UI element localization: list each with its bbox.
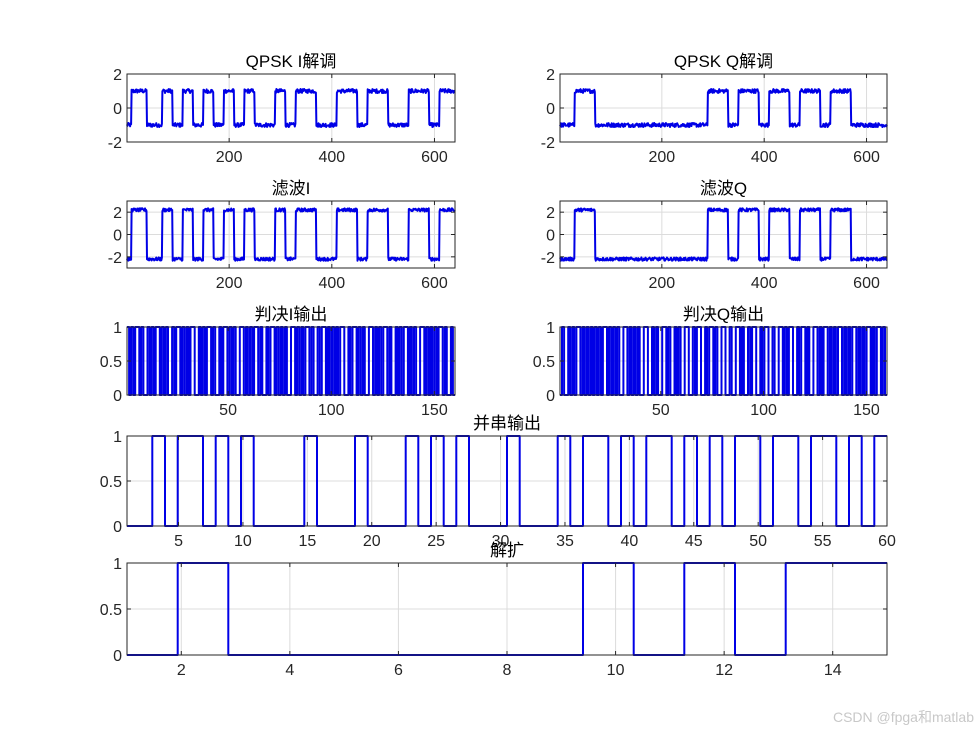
y-tick-label: 2 [546, 205, 555, 222]
x-tick-label: 45 [685, 533, 703, 550]
x-tick-label: 150 [421, 402, 448, 419]
x-tick-label: 150 [853, 402, 880, 419]
x-tick-label: 200 [648, 149, 675, 166]
x-tick-label: 200 [648, 275, 675, 292]
y-tick-label: 0 [546, 228, 555, 245]
x-tick-label: 200 [216, 149, 243, 166]
y-tick-label: -2 [541, 250, 555, 267]
x-tick-label: 6 [394, 662, 403, 679]
x-tick-label: 400 [751, 149, 778, 166]
y-tick-label: 0 [546, 101, 555, 118]
y-tick-label: 0 [113, 519, 122, 536]
y-tick-label: 0.5 [533, 354, 555, 371]
series-line [559, 207, 888, 262]
y-tick-label: 0 [546, 388, 555, 405]
x-tick-label: 8 [503, 662, 512, 679]
x-tick-label: 14 [824, 662, 842, 679]
x-tick-label: 30 [492, 533, 510, 550]
chart-3: 200 400 600 -2 0 2 滤波I [108, 179, 456, 292]
watermark: CSDN @fpga和matlab [832, 709, 974, 725]
y-tick-label: -2 [108, 250, 122, 267]
y-tick-label: 0 [113, 388, 122, 405]
x-tick-label: 100 [318, 402, 345, 419]
chart-title: 判决I输出 [255, 305, 328, 324]
chart-4: 200 400 600 -2 0 2 滤波Q [541, 179, 888, 292]
y-tick-label: 1 [113, 320, 122, 337]
y-tick-label: 0.5 [100, 474, 122, 491]
chart-8: 2 4 6 8 10 12 14 0 0.5 1 解扩 [100, 541, 888, 679]
y-tick-label: -2 [541, 135, 555, 152]
x-tick-label: 10 [607, 662, 625, 679]
chart-title: 并串输出 [473, 414, 541, 433]
x-tick-label: 600 [421, 275, 448, 292]
chart-title: 滤波I [272, 179, 311, 198]
x-tick-label: 35 [556, 533, 574, 550]
chart-1: 200 400 600 -2 0 2 QPSK I解调 [108, 52, 456, 166]
chart-7: 5 10 15 20 25 30 35 40 45 50 55 60 0 0.5 1 并串输出 [100, 414, 896, 550]
y-tick-label: 2 [113, 67, 122, 84]
y-tick-label: 0 [113, 648, 122, 665]
x-tick-label: 40 [620, 533, 638, 550]
x-tick-label: 60 [878, 533, 896, 550]
x-tick-label: 600 [421, 149, 448, 166]
y-tick-label: -2 [108, 135, 122, 152]
series-line [126, 88, 456, 128]
y-tick-label: 1 [113, 556, 122, 573]
series-line [559, 88, 888, 128]
chart-title: 滤波Q [700, 179, 747, 198]
x-tick-label: 600 [853, 275, 880, 292]
x-tick-label: 20 [363, 533, 381, 550]
series-line [127, 435, 887, 527]
x-tick-label: 15 [298, 533, 316, 550]
chart-6: 50 100 150 0 0.5 1 判决Q输出 [533, 305, 888, 419]
y-tick-label: 2 [546, 67, 555, 84]
x-tick-label: 50 [749, 533, 767, 550]
chart-5: 50 100 150 0 0.5 1 判决I输出 [100, 305, 456, 419]
series-line [126, 207, 456, 262]
y-tick-label: 0 [113, 228, 122, 245]
x-tick-label: 5 [174, 533, 183, 550]
x-tick-label: 10 [234, 533, 252, 550]
x-tick-label: 200 [216, 275, 243, 292]
y-tick-label: 2 [113, 205, 122, 222]
x-tick-label: 12 [715, 662, 733, 679]
y-tick-label: 0.5 [100, 354, 122, 371]
x-tick-label: 50 [652, 402, 670, 419]
x-tick-label: 600 [853, 149, 880, 166]
x-tick-label: 2 [177, 662, 186, 679]
x-tick-label: 55 [814, 533, 832, 550]
x-tick-label: 4 [285, 662, 294, 679]
y-tick-label: 1 [546, 320, 555, 337]
y-tick-label: 1 [113, 429, 122, 446]
x-tick-label: 400 [318, 149, 345, 166]
y-tick-label: 0.5 [100, 602, 122, 619]
chart-2: 200 400 600 -2 0 2 QPSK Q解调 [541, 52, 888, 166]
chart-title: QPSK I解调 [246, 52, 337, 71]
x-tick-label: 400 [318, 275, 345, 292]
x-tick-label: 400 [751, 275, 778, 292]
x-tick-label: 100 [750, 402, 777, 419]
chart-title: 判决Q输出 [683, 305, 764, 324]
chart-title: QPSK Q解调 [674, 52, 773, 71]
chart-title: 解扩 [490, 541, 524, 560]
y-tick-label: 0 [113, 101, 122, 118]
x-tick-label: 25 [427, 533, 445, 550]
x-tick-label: 50 [219, 402, 237, 419]
